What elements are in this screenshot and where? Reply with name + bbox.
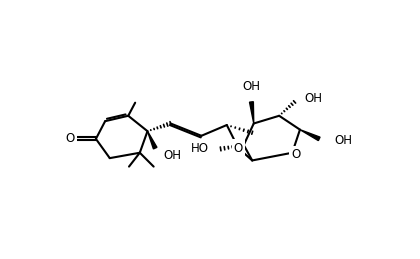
Text: OH: OH xyxy=(163,149,181,162)
Polygon shape xyxy=(300,130,320,141)
Text: O: O xyxy=(234,142,243,155)
Polygon shape xyxy=(249,102,254,124)
Text: OH: OH xyxy=(304,92,323,105)
Text: OH: OH xyxy=(335,134,353,147)
Text: O: O xyxy=(291,148,301,161)
Text: OH: OH xyxy=(242,80,260,93)
Text: HO: HO xyxy=(191,142,209,155)
Text: O: O xyxy=(66,132,75,145)
Polygon shape xyxy=(147,131,157,149)
